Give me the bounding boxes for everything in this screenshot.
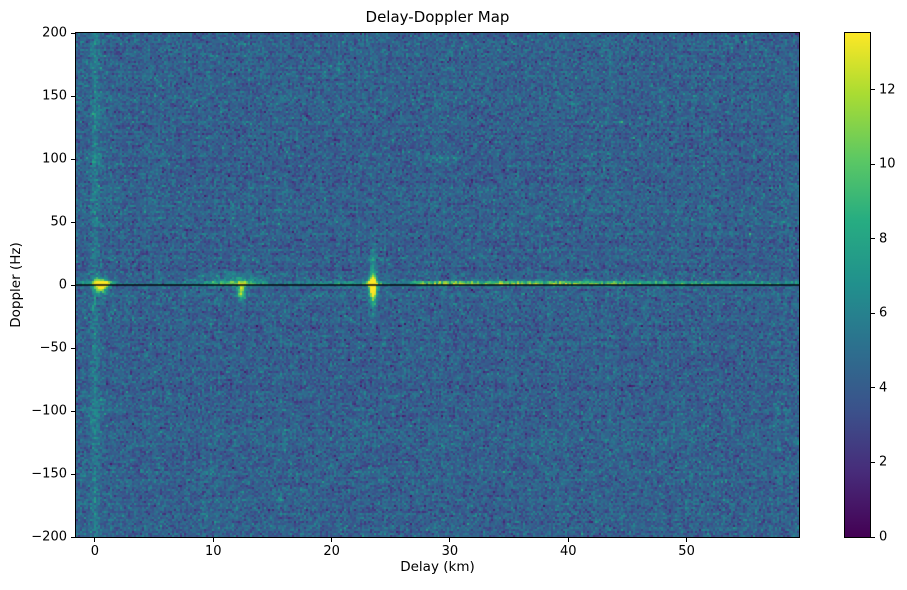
y-tick-mark bbox=[71, 473, 75, 475]
x-tick-mark bbox=[686, 538, 688, 542]
x-tick-label: 0 bbox=[90, 544, 100, 559]
y-tick-mark bbox=[71, 32, 75, 34]
y-tick-label: 50 bbox=[50, 214, 67, 230]
y-tick-label: −200 bbox=[31, 529, 67, 545]
y-tick-mark bbox=[71, 284, 75, 286]
x-tick-label: 10 bbox=[204, 544, 222, 559]
y-tick-mark bbox=[71, 536, 75, 538]
y-tick-mark bbox=[71, 410, 75, 412]
y-tick-label: −100 bbox=[31, 403, 67, 419]
heatmap-canvas bbox=[76, 33, 799, 537]
colorbar-tick-mark bbox=[871, 312, 875, 314]
colorbar-tick-mark bbox=[871, 536, 875, 538]
colorbar-tick-mark bbox=[871, 461, 875, 463]
y-tick-mark bbox=[71, 158, 75, 160]
x-tick-mark bbox=[212, 538, 214, 542]
x-tick-mark bbox=[94, 538, 96, 542]
colorbar-tick-label: 8 bbox=[879, 231, 888, 247]
chart-title: Delay-Doppler Map bbox=[365, 8, 510, 26]
y-tick-label: 200 bbox=[42, 25, 67, 41]
y-tick-mark bbox=[71, 95, 75, 97]
x-tick-mark bbox=[449, 538, 451, 542]
colorbar-gradient bbox=[845, 33, 870, 537]
colorbar-tick-label: 10 bbox=[879, 156, 896, 172]
colorbar-tick-label: 2 bbox=[879, 454, 888, 470]
colorbar-tick-label: 0 bbox=[879, 529, 888, 545]
x-tick-label: 20 bbox=[323, 544, 340, 559]
colorbar-tick-mark bbox=[871, 387, 875, 389]
colorbar-tick-mark bbox=[871, 163, 875, 165]
y-tick-label: 150 bbox=[42, 88, 67, 104]
y-tick-mark bbox=[71, 347, 75, 349]
colorbar-tick-label: 6 bbox=[879, 305, 888, 321]
x-tick-label: 50 bbox=[678, 544, 695, 559]
colorbar-tick-label: 4 bbox=[879, 380, 888, 396]
y-axis-label: Doppler (Hz) bbox=[8, 242, 24, 328]
x-tick-mark bbox=[331, 538, 333, 542]
x-tick-label: 30 bbox=[441, 544, 459, 559]
x-tick-mark bbox=[567, 538, 569, 542]
colorbar-tick-label: 12 bbox=[879, 82, 896, 98]
colorbar-tick-mark bbox=[871, 238, 875, 240]
colorbar-tick-mark bbox=[871, 89, 875, 91]
y-tick-label: 100 bbox=[42, 151, 67, 167]
y-tick-label: 0 bbox=[58, 277, 67, 293]
x-tick-label: 40 bbox=[559, 544, 577, 559]
y-tick-label: −150 bbox=[31, 466, 67, 482]
colorbar bbox=[844, 32, 871, 538]
y-tick-mark bbox=[71, 221, 75, 223]
x-axis-label: Delay (km) bbox=[400, 559, 475, 575]
plot-area bbox=[75, 32, 800, 538]
y-tick-label: −50 bbox=[39, 340, 67, 356]
